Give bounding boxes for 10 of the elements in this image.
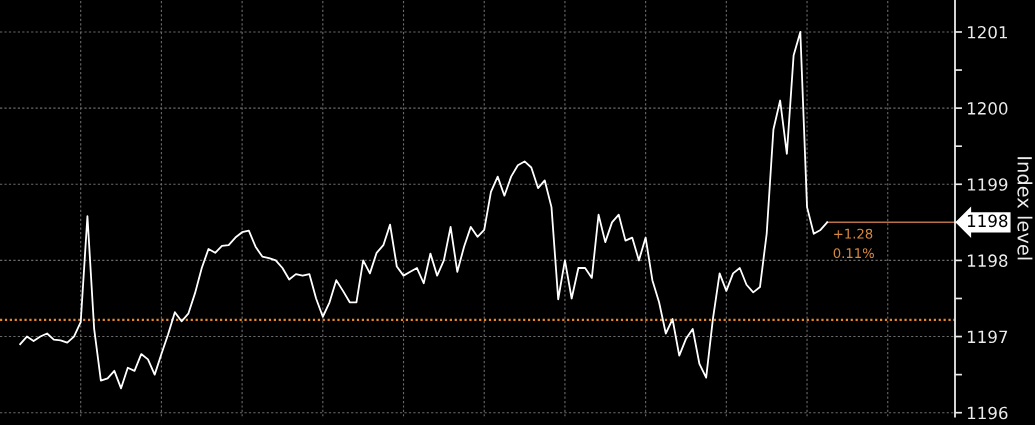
y-tick-label: 1197	[967, 330, 1008, 344]
annotation: 0.11%	[833, 248, 874, 259]
line-series	[19, 31, 829, 390]
y-tick-label: 1199	[967, 178, 1008, 191]
y-tick-label: 1198	[967, 254, 1008, 267]
annotation: +1.28	[834, 228, 873, 239]
y-tick-label: 1196	[967, 406, 1008, 420]
y-tick-label: 1201	[967, 25, 1007, 39]
y-axis-title: Index level	[1017, 157, 1033, 260]
y-tick-label: 1200	[967, 102, 1008, 115]
